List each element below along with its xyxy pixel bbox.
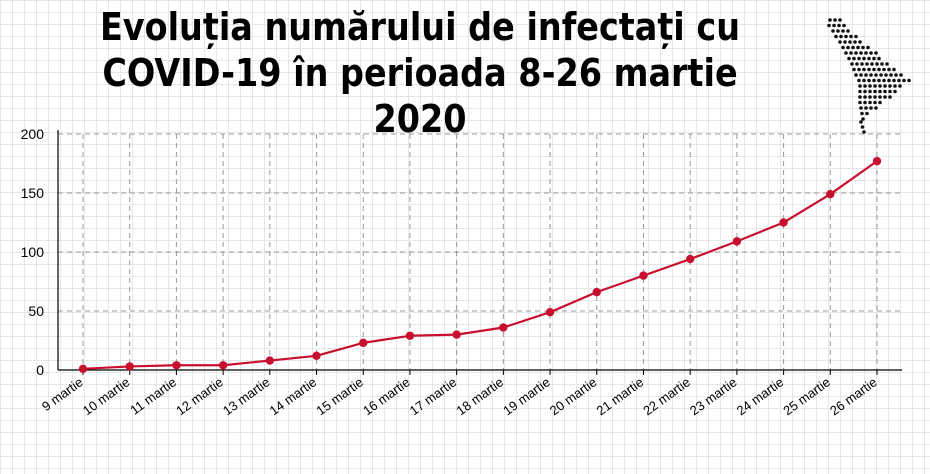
data-point: [685, 254, 695, 264]
x-tick-label: 18 martie: [453, 374, 506, 418]
x-tick-label: 15 martie: [313, 374, 366, 418]
data-point: [826, 189, 835, 199]
x-tick-label: 25 martie: [780, 374, 833, 418]
data-point: [779, 218, 788, 227]
x-tick-label: 17 martie: [407, 374, 460, 418]
chart-grid: [58, 133, 902, 370]
x-tick-label: 21 martie: [594, 374, 647, 418]
y-tick-label: 150: [21, 185, 45, 201]
data-point: [359, 338, 368, 348]
data-point: [218, 361, 228, 370]
y-tick-label: 200: [21, 126, 45, 142]
data-point: [265, 356, 275, 365]
x-tick-label: 16 martie: [360, 374, 413, 418]
x-tick-label: 26 martie: [827, 374, 880, 418]
data-point: [545, 307, 555, 317]
x-tick-label: 20 martie: [547, 374, 600, 418]
data-point: [78, 364, 88, 374]
series-line: [82, 160, 878, 370]
chart-title: Evoluția numărului de infectați cu COVID…: [50, 4, 789, 142]
data-point: [405, 331, 415, 340]
data-point: [452, 330, 461, 339]
data-point: [499, 323, 508, 332]
data-point: [592, 287, 601, 297]
x-tick-label: 23 martie: [687, 374, 740, 418]
y-tick-label: 100: [21, 244, 45, 260]
y-tick-label: 50: [28, 303, 44, 319]
data-point: [312, 351, 321, 361]
x-tick-label: 12 martie: [173, 374, 226, 418]
series-line-path: [82, 160, 878, 370]
x-tick-label: 19 martie: [500, 374, 553, 418]
data-point: [732, 237, 742, 246]
x-tick-label: 10 martie: [80, 374, 133, 418]
chart-title-line-1: Evoluția numărului de infectați cu: [99, 5, 741, 49]
data-point: [172, 361, 181, 370]
chart-title-line-2: COVID-19 în perioada 8-26 martie 2020: [102, 51, 738, 141]
y-axis-ticks: 0 50 100 150 200: [21, 126, 45, 378]
chart-axes: [57, 130, 902, 371]
x-tick-label: 11 martie: [127, 374, 179, 417]
x-tick-label: 9 martie: [39, 374, 86, 414]
series-points: [78, 156, 882, 374]
data-point: [872, 156, 882, 166]
x-tick-label: 22 martie: [640, 374, 693, 418]
x-tick-label: 24 martie: [734, 374, 787, 418]
x-tick-label: 14 martie: [267, 374, 320, 418]
x-tick-label: 13 martie: [220, 374, 273, 418]
data-point: [125, 362, 134, 371]
moldova-dotted-map-icon: [827, 18, 911, 134]
y-tick-label: 0: [36, 362, 44, 378]
data-point: [639, 271, 648, 280]
